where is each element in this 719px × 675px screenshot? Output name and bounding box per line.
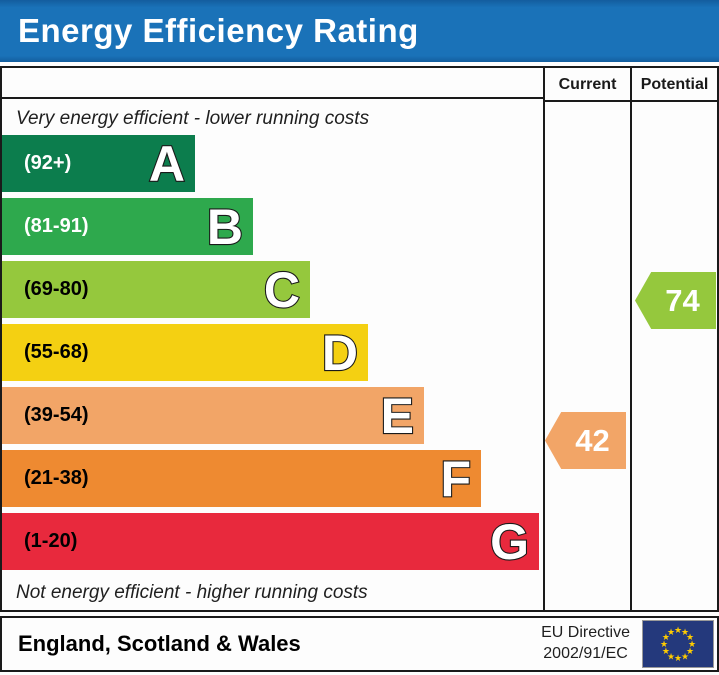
band-letter: F xyxy=(439,450,472,507)
eu-flag-star: ★ xyxy=(667,651,675,661)
eu-directive-line2: 2002/91/EC xyxy=(543,645,628,662)
potential-column: Potential xyxy=(630,68,717,610)
footer-bar: England, Scotland & Wales EU Directive 2… xyxy=(0,616,719,672)
band-row-g: (1-20) G xyxy=(2,513,543,570)
band-letter: A xyxy=(148,135,186,192)
band-bar-d: (55-68) D xyxy=(2,324,368,381)
eu-flag-star: ★ xyxy=(681,627,689,637)
band-letter: G xyxy=(489,513,530,570)
rating-scale-column: Very energy efficient - lower running co… xyxy=(2,68,543,610)
eu-flag-star: ★ xyxy=(688,639,696,649)
band-row-c: (69-80) C xyxy=(2,261,543,318)
band-letter: D xyxy=(321,324,359,381)
band-range-label: (92+) xyxy=(24,152,72,174)
band-bar-b: (81-91) B xyxy=(2,198,253,255)
band-row-e: (39-54) E xyxy=(2,387,543,444)
band-list: (92+) A (81-91) B (69-80) C (55-68) D (39-54) E (2… xyxy=(2,135,543,576)
band-row-d: (55-68) D xyxy=(2,324,543,381)
band-bar-e: (39-54) E xyxy=(2,387,424,444)
eu-flag-star: ★ xyxy=(662,632,670,642)
band-letter: C xyxy=(263,261,301,318)
eu-flag-star: ★ xyxy=(681,651,689,661)
band-range-label: (69-80) xyxy=(24,278,89,300)
current-rating-arrow: 42 xyxy=(545,412,626,469)
eu-flag-icon: ★ ★ ★ ★ ★ ★ ★ ★ ★ ★ ★ ★ xyxy=(642,620,714,668)
eu-directive-line1: EU Directive xyxy=(541,624,630,642)
scale-header-empty xyxy=(2,68,543,99)
band-letter: B xyxy=(206,198,244,255)
eu-flag-star: ★ xyxy=(674,625,682,635)
page-title: Energy Efficiency Rating xyxy=(18,12,419,49)
band-row-a: (92+) A xyxy=(2,135,543,192)
potential-header: Potential xyxy=(632,68,717,102)
eu-flag-star: ★ xyxy=(674,653,682,663)
band-range-label: (39-54) xyxy=(24,404,89,426)
band-range-label: (55-68) xyxy=(24,341,89,363)
band-bar-c: (69-80) C xyxy=(2,261,310,318)
eu-flag-star: ★ xyxy=(686,632,694,642)
eu-flag-star: ★ xyxy=(686,646,694,656)
eu-flag-star: ★ xyxy=(660,639,668,649)
band-bar-a: (92+) A xyxy=(2,135,195,192)
eu-flag-stars: ★★★★★★★★★★★★ xyxy=(660,625,696,663)
band-letter: E xyxy=(380,387,416,444)
chart-box: Very energy efficient - lower running co… xyxy=(0,66,719,612)
current-header: Current xyxy=(545,68,630,102)
potential-rating-arrow: 74 xyxy=(635,272,716,329)
band-range-label: (81-91) xyxy=(24,215,89,237)
band-row-f: (21-38) F xyxy=(2,450,543,507)
bottom-caption: Not energy efficient - higher running co… xyxy=(16,582,368,603)
region-label: England, Scotland & Wales xyxy=(18,631,301,656)
eu-flag-star: ★ xyxy=(667,627,675,637)
band-range-label: (21-38) xyxy=(24,467,89,489)
band-range-label: (1-20) xyxy=(24,530,78,552)
current-column: Current xyxy=(543,68,630,610)
band-bar-g: (1-20) G xyxy=(2,513,539,570)
eu-directive-label: EU Directive 2002/91/EC xyxy=(541,623,630,665)
top-caption: Very energy efficient - lower running co… xyxy=(16,108,370,129)
eu-flag-star: ★ xyxy=(662,646,670,656)
band-row-b: (81-91) B xyxy=(2,198,543,255)
band-bar-f: (21-38) F xyxy=(2,450,481,507)
title-bar: Energy Efficiency Rating xyxy=(0,0,719,62)
